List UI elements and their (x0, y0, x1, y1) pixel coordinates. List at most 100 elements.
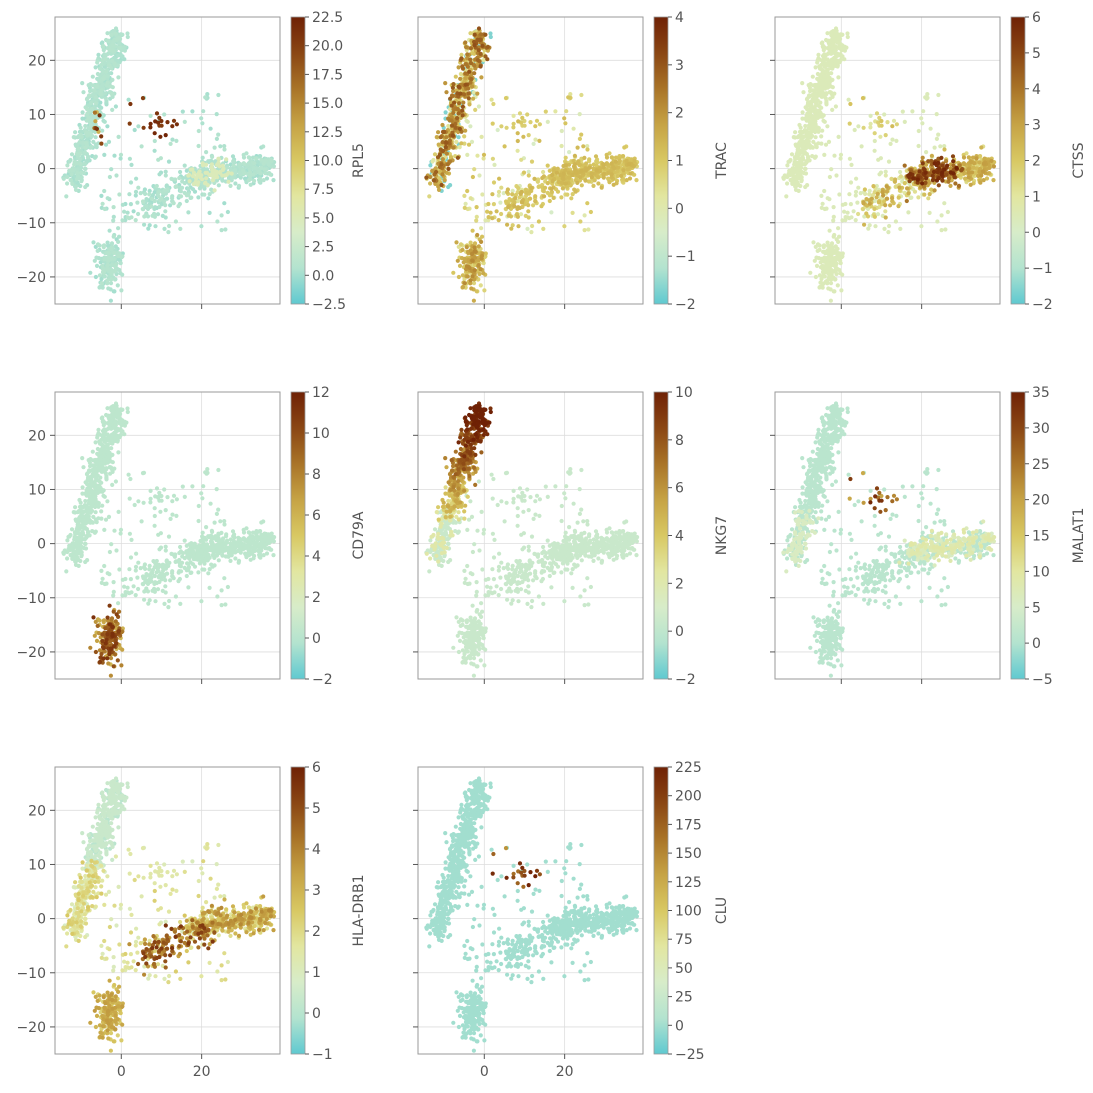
data-point (592, 178, 597, 183)
data-point (110, 77, 115, 82)
data-point (149, 204, 154, 209)
data-point (173, 177, 178, 182)
data-point (834, 261, 839, 266)
data-point (483, 32, 488, 37)
data-point (536, 184, 541, 189)
data-point (69, 152, 75, 157)
data-point (855, 200, 860, 205)
data-point (571, 126, 576, 131)
data-point (200, 177, 205, 182)
data-point (837, 192, 842, 197)
data-point (831, 234, 836, 239)
scatter-points (781, 26, 997, 303)
data-point (457, 126, 462, 131)
data-point (940, 163, 945, 168)
data-point (106, 258, 111, 263)
data-point (210, 154, 215, 159)
data-point (989, 158, 994, 163)
data-point (609, 161, 614, 166)
data-point (439, 182, 444, 188)
data-point (883, 169, 888, 174)
colorbar-tick-label: 4 (1032, 82, 1041, 98)
data-point (147, 188, 152, 193)
colorbar-tick-label: 15.0 (312, 96, 343, 112)
data-point (129, 162, 134, 167)
data-point (103, 57, 108, 62)
data-point (222, 147, 227, 152)
data-point (84, 118, 89, 123)
data-point (147, 223, 152, 228)
data-point (547, 198, 552, 204)
data-point (197, 186, 202, 191)
data-point (950, 154, 956, 159)
data-point (154, 111, 160, 116)
data-point (268, 157, 273, 162)
data-point (818, 260, 823, 265)
data-point (526, 209, 531, 214)
data-point (262, 167, 267, 172)
data-point (77, 157, 82, 162)
data-point (230, 175, 235, 180)
data-point (111, 205, 116, 210)
data-point (587, 165, 592, 170)
data-point (805, 96, 810, 101)
data-point (824, 206, 829, 211)
data-point (834, 53, 839, 59)
data-point (879, 123, 884, 128)
data-point (541, 169, 546, 175)
data-point (822, 243, 827, 248)
data-point (820, 201, 825, 206)
data-point (499, 211, 504, 217)
data-point (562, 224, 567, 229)
data-point (533, 194, 538, 199)
data-point (792, 162, 797, 167)
data-point (166, 159, 172, 164)
data-point (219, 228, 224, 233)
data-point (95, 71, 100, 77)
data-point (75, 142, 80, 147)
colorbar-tick-label: 0.0 (312, 268, 334, 284)
data-point (886, 230, 891, 235)
data-point (577, 112, 582, 117)
data-point (196, 128, 201, 134)
data-point (819, 276, 824, 282)
data-point (781, 176, 786, 181)
data-point (440, 122, 445, 128)
data-point (465, 152, 470, 157)
data-point (120, 202, 125, 207)
data-point (831, 214, 836, 219)
data-point (827, 174, 833, 180)
data-point (991, 178, 996, 183)
data-point (896, 204, 901, 209)
data-point (68, 178, 74, 183)
data-point (504, 125, 509, 130)
data-point (465, 52, 470, 57)
data-point (118, 156, 123, 161)
data-point (180, 176, 186, 181)
data-point (251, 172, 256, 177)
data-point (163, 203, 168, 208)
data-point (470, 174, 475, 180)
data-point (862, 187, 868, 192)
data-point (233, 181, 238, 186)
data-point (163, 209, 168, 214)
data-point (439, 162, 444, 167)
data-point (863, 191, 868, 196)
data-point (916, 143, 921, 149)
data-point (832, 153, 837, 158)
data-point (220, 178, 225, 183)
data-point (248, 170, 253, 175)
data-point (134, 176, 139, 181)
data-point (991, 164, 997, 169)
data-point (953, 181, 958, 186)
data-point (822, 82, 827, 87)
data-point (92, 258, 97, 263)
data-point (203, 170, 208, 175)
data-point (479, 32, 484, 37)
data-point (97, 66, 103, 71)
data-point (920, 155, 925, 160)
data-point (506, 204, 511, 210)
data-point (531, 203, 536, 208)
data-point (153, 224, 158, 229)
